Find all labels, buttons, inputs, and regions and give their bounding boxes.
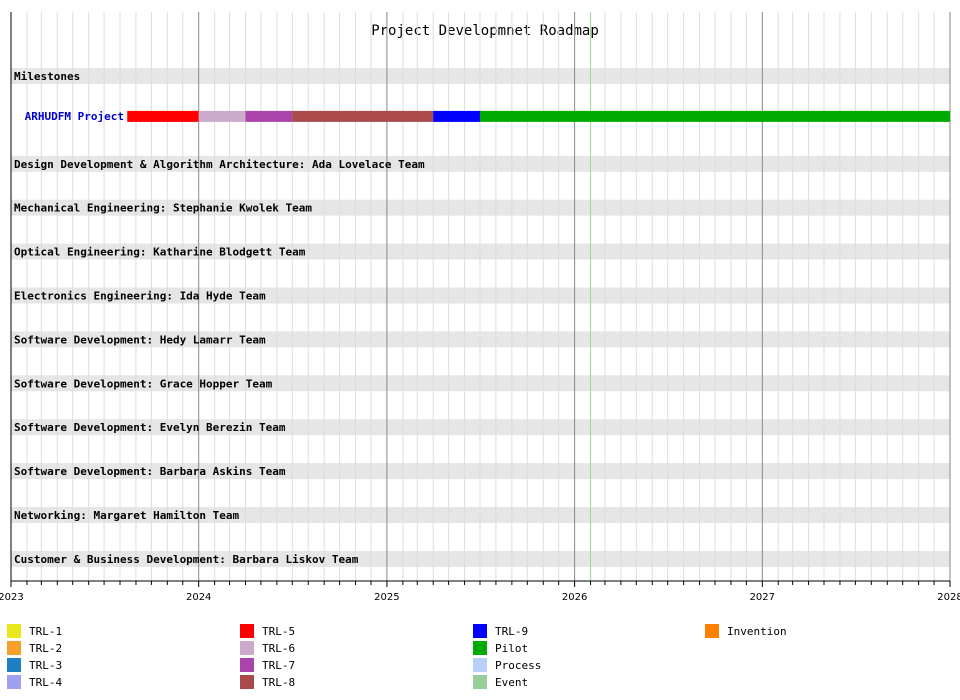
roadmap-chart: Project Developmnet Roadmap Milestones AR… <box>0 12 960 603</box>
legend-item: Pilot <box>473 640 528 656</box>
legend-item: Invention <box>705 623 787 639</box>
row-label: Networking: Margaret Hamilton Team <box>14 509 240 522</box>
row-label: Milestones <box>14 70 80 83</box>
segment-bar-pilot <box>479 110 950 122</box>
row-label: Software Development: Barbara Askins Tea… <box>14 465 286 478</box>
row-labels: Milestones ARHUDFM Project Design Developm… <box>14 70 425 566</box>
legend-swatch <box>7 624 21 638</box>
legend-item: TRL-5 <box>240 623 295 639</box>
legend-swatch <box>705 624 719 638</box>
legend-item: Process <box>473 657 541 673</box>
x-tick-label: 2027 <box>750 592 775 603</box>
legend-item: TRL-4 <box>7 674 62 690</box>
legend: TRL-1 TRL-2 TRL-3 TRL-4 TRL-5 TRL-6 TRL-7 TRL-8… <box>0 620 960 700</box>
legend-item: TRL-7 <box>240 657 295 673</box>
legend-item: TRL-2 <box>7 640 62 656</box>
segment-bar-trl-5 <box>127 110 199 122</box>
row-label: Design Development & Algorithm Architect… <box>14 158 425 171</box>
legend-item: TRL-6 <box>240 640 295 656</box>
legend-label: TRL-2 <box>29 641 63 655</box>
bars <box>127 110 950 122</box>
x-axis: 2023 2024 2025 2026 2027 2028 <box>0 12 960 603</box>
segment-bar-trl-9 <box>433 110 480 122</box>
legend-item: TRL-9 <box>473 623 528 639</box>
legend-swatch <box>473 675 487 689</box>
legend-label: TRL-4 <box>29 675 63 689</box>
row-label: Optical Engineering: Katharine Blodgett … <box>14 246 306 259</box>
legend-item: Event <box>473 674 528 690</box>
segment-bar-trl-7 <box>245 110 293 122</box>
legend-label: Invention <box>727 624 787 638</box>
legend-label: TRL-7 <box>262 658 296 672</box>
legend-swatch <box>240 658 254 672</box>
row-label: Software Development: Grace Hopper Team <box>14 377 273 390</box>
legend-swatch <box>7 675 21 689</box>
x-tick-label: 2024 <box>186 592 211 603</box>
legend-swatch <box>7 641 21 655</box>
legend-swatch <box>7 658 21 672</box>
x-tick-label: 2025 <box>374 592 399 603</box>
legend-swatch <box>473 658 487 672</box>
legend-label: TRL-1 <box>29 624 63 638</box>
legend-swatch <box>473 624 487 638</box>
legend-label: Process <box>495 658 542 672</box>
row-label: Software Development: Hedy Lamarr Team <box>14 333 266 346</box>
legend-item: TRL-1 <box>7 623 62 639</box>
segment-bar-trl-8 <box>292 110 434 122</box>
row-label: Software Development: Evelyn Berezin Tea… <box>14 421 286 434</box>
legend-swatch <box>473 641 487 655</box>
legend-label: Pilot <box>495 641 529 655</box>
x-tick-label: 2028 <box>937 592 960 603</box>
legend-swatch <box>240 675 254 689</box>
legend-label: TRL-8 <box>262 675 296 689</box>
grid-lines <box>10 12 951 581</box>
segment-bar-trl-6 <box>198 110 246 122</box>
legend-swatch <box>240 624 254 638</box>
legend-label: Event <box>495 675 529 689</box>
legend-item: TRL-8 <box>240 674 295 690</box>
legend-label: TRL-9 <box>495 624 529 638</box>
legend-item: TRL-3 <box>7 657 62 673</box>
legend-swatch <box>240 641 254 655</box>
legend-label: TRL-3 <box>29 658 63 672</box>
x-tick-label: 2023 <box>0 592 24 603</box>
project-label: ARHUDFM Project <box>25 110 124 123</box>
row-label: Electronics Engineering: Ida Hyde Team <box>14 290 266 303</box>
legend-label: TRL-5 <box>262 624 296 638</box>
row-label: Customer & Business Development: Barbara… <box>14 553 359 566</box>
row-label: Mechanical Engineering: Stephanie Kwolek… <box>14 202 312 215</box>
x-tick-label: 2026 <box>562 592 587 603</box>
legend-label: TRL-6 <box>262 641 296 655</box>
chart-title: Project Developmnet Roadmap <box>371 23 599 39</box>
